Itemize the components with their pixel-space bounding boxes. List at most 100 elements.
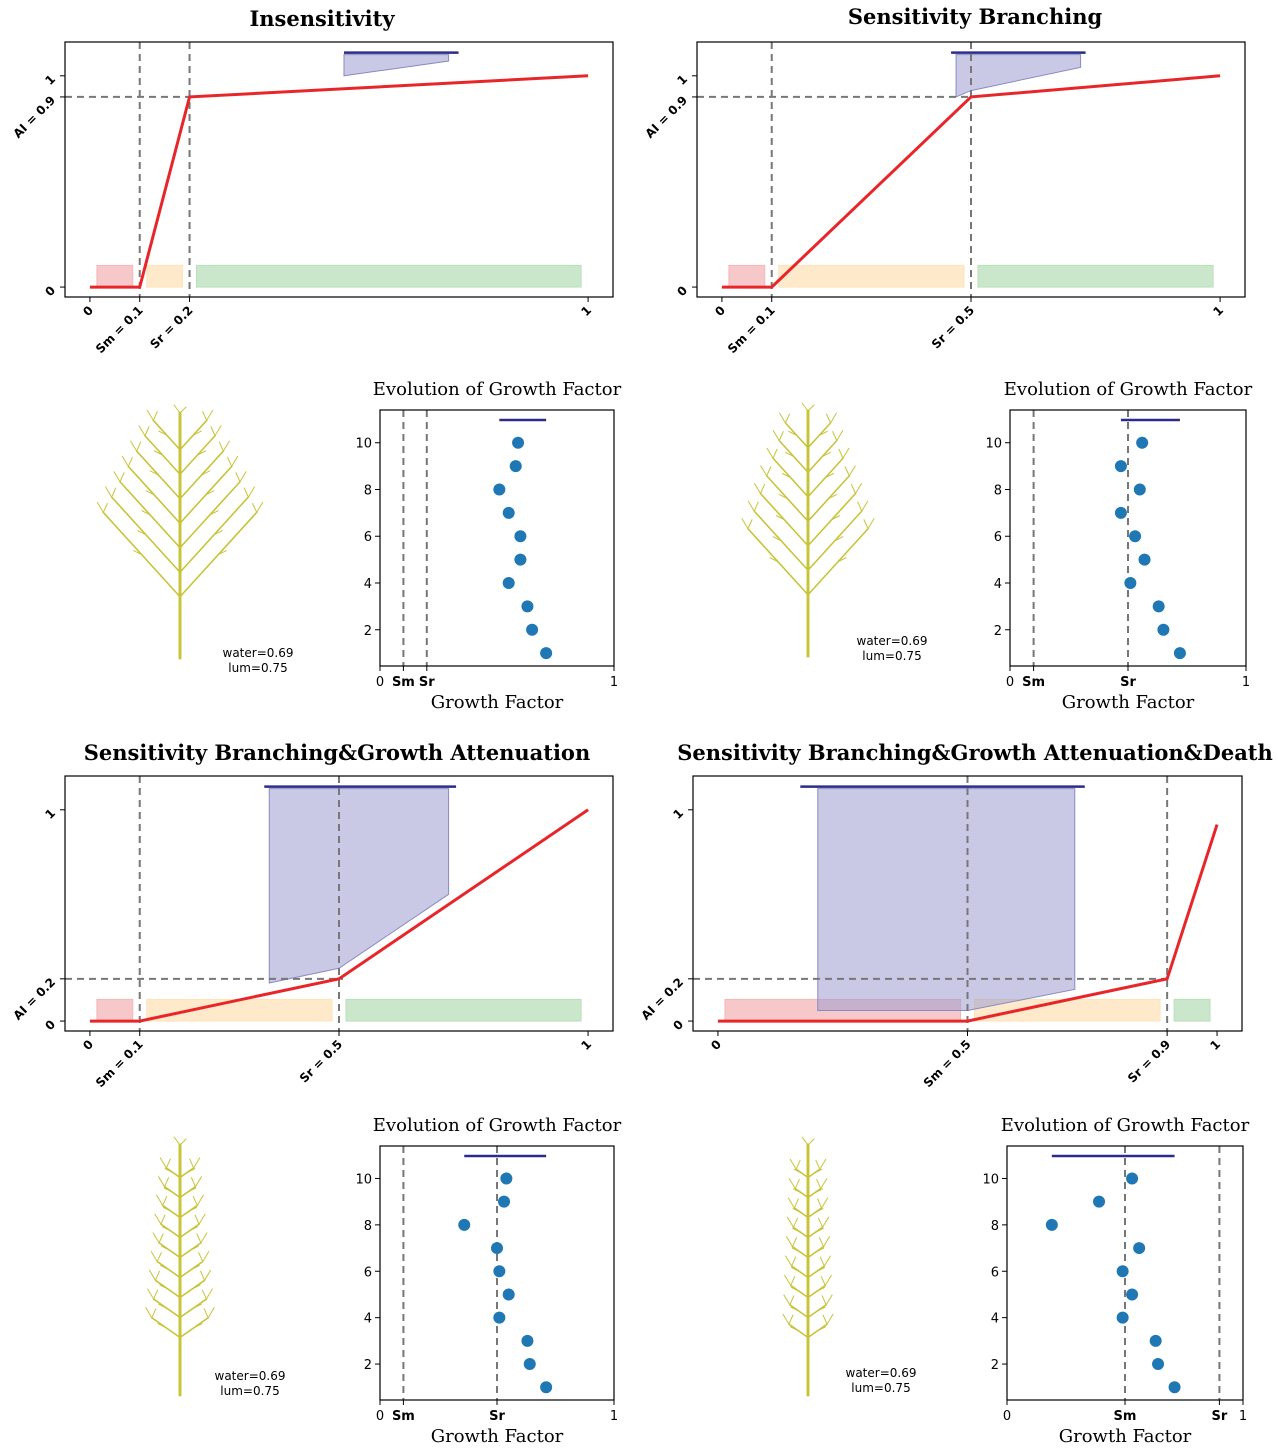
tree-branch <box>818 1237 824 1248</box>
distribution-area <box>817 788 1076 1012</box>
chart-title: Evolution of Growth Factor <box>1001 1115 1250 1136</box>
annotation: lum=0.75 <box>228 661 287 675</box>
tree-branch <box>851 484 856 494</box>
y-tick-label: 6 <box>991 1265 999 1280</box>
tree-branch <box>213 530 223 536</box>
chart-title: Evolution of Growth Factor <box>373 1115 622 1136</box>
tree-branch <box>844 466 850 477</box>
chart-title: Insensitivity <box>249 6 395 31</box>
x-tick-label: Sm = 0.1 <box>93 1037 146 1090</box>
x-tick-label: 0 <box>1006 675 1014 690</box>
chart-title: Evolution of Growth Factor <box>1004 379 1253 400</box>
tree-branch <box>775 515 785 521</box>
tree-branch <box>820 1275 826 1286</box>
y-tick-label: 8 <box>994 483 1002 498</box>
tree-branch <box>821 1197 829 1209</box>
tree-branch <box>159 1284 169 1290</box>
y-tick-label: 1 <box>670 806 686 822</box>
data-point <box>1116 1311 1129 1324</box>
tree-branch <box>815 1159 821 1170</box>
x-tick-label: 1 <box>610 675 618 690</box>
tree-branch <box>782 1313 790 1325</box>
data-point <box>493 483 506 496</box>
range-band <box>977 264 1214 288</box>
x-tick-label: 1 <box>578 1037 594 1053</box>
tree-branch <box>754 483 761 494</box>
tree-branch <box>807 1138 815 1146</box>
x-tick-label: Sr <box>419 675 435 690</box>
tree-branch <box>207 1307 215 1319</box>
tree-branch <box>205 490 215 496</box>
tree-branch <box>239 471 247 483</box>
tree-branch <box>141 510 151 516</box>
tree-branch <box>138 425 146 437</box>
response-line <box>89 74 589 289</box>
y-tick-label: 10 <box>355 437 372 452</box>
x-tick-label: 1 <box>610 1409 618 1424</box>
tree-branch <box>772 536 782 542</box>
tree-branch <box>164 1177 170 1188</box>
data-point <box>1138 553 1151 566</box>
data-point <box>512 436 525 449</box>
tree-branch <box>133 550 143 556</box>
y-tick-label: 1 <box>42 806 58 822</box>
tree-branch <box>96 501 104 513</box>
tree-branch <box>826 1313 834 1325</box>
tree-branch <box>198 1252 204 1263</box>
data-point <box>514 530 527 543</box>
tree-branch <box>186 1168 196 1174</box>
tree-branch <box>825 473 834 478</box>
data-point <box>1093 1195 1106 1208</box>
data-point <box>493 1265 506 1278</box>
tree-branch <box>252 502 258 513</box>
tree-branch <box>766 466 772 477</box>
x-tick-label: Sm = 0.1 <box>725 303 778 356</box>
tree-branch <box>173 404 181 414</box>
tree-branch <box>778 431 784 442</box>
x-tick-label: Sm = 0.1 <box>93 303 146 356</box>
tree-branch <box>203 1308 209 1319</box>
x-tick-label: 0 <box>376 675 384 690</box>
tree-branch <box>790 1275 796 1286</box>
y-tick-label: 2 <box>364 624 372 639</box>
tree-branch <box>836 430 844 442</box>
y-tick-label: AI = 0.9 <box>10 93 58 141</box>
tree-branch <box>201 470 211 476</box>
tree-branch <box>192 1195 198 1206</box>
tree-branch <box>159 1157 167 1169</box>
range-band <box>196 264 582 288</box>
x-tick-label: 0 <box>376 1409 384 1424</box>
tree-branch <box>831 515 841 521</box>
tree-branch <box>807 404 815 412</box>
tree-branch <box>822 1216 830 1228</box>
data-point <box>1126 1288 1139 1301</box>
range-band <box>345 998 582 1022</box>
y-tick-label: 0 <box>670 1017 686 1033</box>
tree-branch <box>206 409 214 421</box>
tree-branch <box>747 519 753 530</box>
tree-branch <box>218 441 224 452</box>
tree-branch <box>821 451 831 457</box>
data-point <box>1126 1172 1139 1185</box>
data-point <box>1133 483 1146 496</box>
tree-branch <box>814 1227 824 1233</box>
x-tick-label: Sr <box>489 1409 505 1424</box>
tree-branch <box>149 470 159 476</box>
tree-branch <box>160 1214 166 1225</box>
chart-title: Sensitivity Branching&Growth Attenuation <box>84 740 590 765</box>
tree-branch <box>790 1306 800 1312</box>
tree-branch <box>792 1237 798 1248</box>
tree-branch <box>157 1323 167 1329</box>
tree-branch <box>187 1187 197 1193</box>
y-tick-label: 10 <box>982 1172 999 1187</box>
tree-branch <box>217 550 227 556</box>
tree-branch <box>164 1168 174 1174</box>
range-band <box>1173 998 1211 1022</box>
tree-branch <box>788 1178 796 1190</box>
data-point <box>491 1242 503 1255</box>
tree-branch <box>136 441 142 452</box>
tree-branch <box>789 1158 797 1170</box>
range-band <box>96 264 134 288</box>
tree-branch <box>200 1232 208 1244</box>
data-point <box>1129 530 1142 543</box>
